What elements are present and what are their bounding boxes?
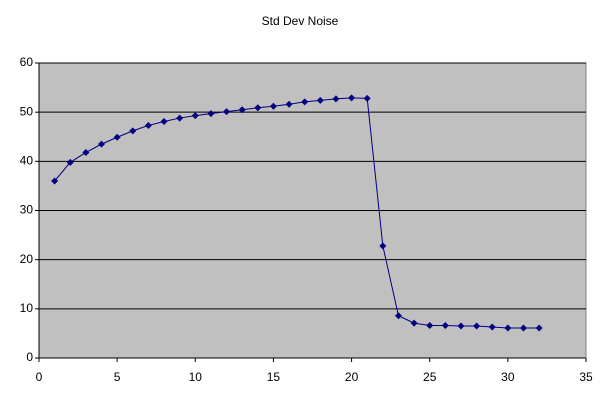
marker — [535, 324, 543, 332]
chart-title: Std Dev Noise — [262, 14, 339, 28]
x-tick-label: 30 — [501, 370, 515, 384]
marker — [113, 133, 121, 141]
marker — [285, 100, 293, 108]
x-tick-label: 20 — [345, 370, 359, 384]
marker — [144, 121, 152, 129]
marker — [316, 96, 324, 104]
marker — [504, 324, 512, 332]
y-tick-label: 0 — [26, 350, 33, 364]
marker — [191, 112, 199, 120]
marker — [223, 108, 231, 116]
marker — [269, 102, 277, 110]
marker — [238, 106, 246, 114]
x-tick-label: 0 — [36, 370, 43, 384]
x-tick-label: 35 — [579, 370, 593, 384]
y-tick-label: 30 — [20, 203, 34, 217]
x-tick-label: 5 — [114, 370, 121, 384]
y-tick-label: 60 — [20, 55, 34, 69]
y-tick-label: 20 — [20, 252, 34, 266]
marker — [207, 110, 215, 118]
marker — [301, 98, 309, 106]
marker — [473, 322, 481, 330]
marker — [488, 323, 496, 331]
marker — [348, 94, 356, 102]
y-tick-label: 50 — [20, 104, 34, 118]
y-tick-label: 10 — [20, 301, 34, 315]
x-tick-label: 10 — [189, 370, 203, 384]
marker — [332, 95, 340, 103]
x-tick-label: 15 — [267, 370, 281, 384]
marker — [457, 322, 465, 330]
y-tick-label: 40 — [20, 154, 34, 168]
marker — [98, 140, 106, 148]
marker — [410, 319, 418, 327]
marker — [441, 322, 449, 330]
marker — [379, 242, 387, 250]
marker — [82, 148, 90, 156]
marker — [129, 127, 137, 135]
x-tick-label: 25 — [423, 370, 437, 384]
marker — [363, 94, 371, 102]
marker — [394, 312, 402, 320]
marker — [51, 177, 59, 185]
marker — [160, 118, 168, 126]
marker — [426, 322, 434, 330]
marker — [66, 158, 74, 166]
marker — [254, 104, 262, 112]
marker — [519, 324, 527, 332]
marker — [176, 114, 184, 122]
